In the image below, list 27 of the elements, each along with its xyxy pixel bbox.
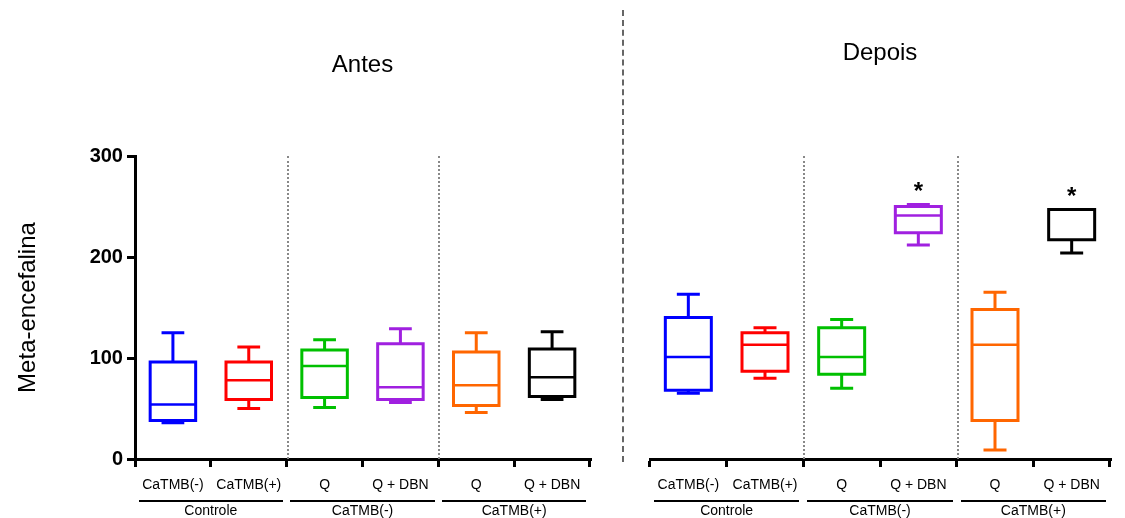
text: CaTMB(+) <box>442 500 587 518</box>
x-tick-label: Q + DBN <box>890 476 947 493</box>
annotation: * <box>1066 182 1077 210</box>
x-tick-label: Q <box>989 476 1001 493</box>
x-tick-label: CaTMB(+) <box>732 476 798 493</box>
text: CaTMB(-) <box>807 500 953 518</box>
y-tick-label: 0 <box>111 446 123 469</box>
annotation: * <box>913 177 924 205</box>
y-tick-label: 300 <box>89 143 123 166</box>
x-tick-label: Q + DBN <box>523 476 581 493</box>
text: CaTMB(-) <box>290 500 435 518</box>
text: CaTMB(+) <box>960 500 1107 518</box>
x-tick-label: CaTMB(+) <box>216 476 282 493</box>
x-tick-label: CaTMB(-) <box>657 476 720 493</box>
x-tick-label: Q <box>836 476 848 493</box>
x-tick-label: Q + DBN <box>372 476 429 493</box>
x-tick-label: Q <box>470 476 482 493</box>
y-axis-title: Meta-encefalina <box>13 221 41 393</box>
chart-title: Depois <box>841 38 919 66</box>
text: Controle <box>138 500 283 518</box>
y-tick-label: 200 <box>89 244 123 267</box>
text: Controle <box>653 500 800 518</box>
x-tick-label: Q + DBN <box>1043 476 1100 493</box>
chart-title: Antes <box>330 50 395 78</box>
y-tick-label: 100 <box>89 345 123 368</box>
x-tick-label: Q <box>319 476 331 493</box>
x-tick-label: CaTMB(-) <box>142 476 204 493</box>
